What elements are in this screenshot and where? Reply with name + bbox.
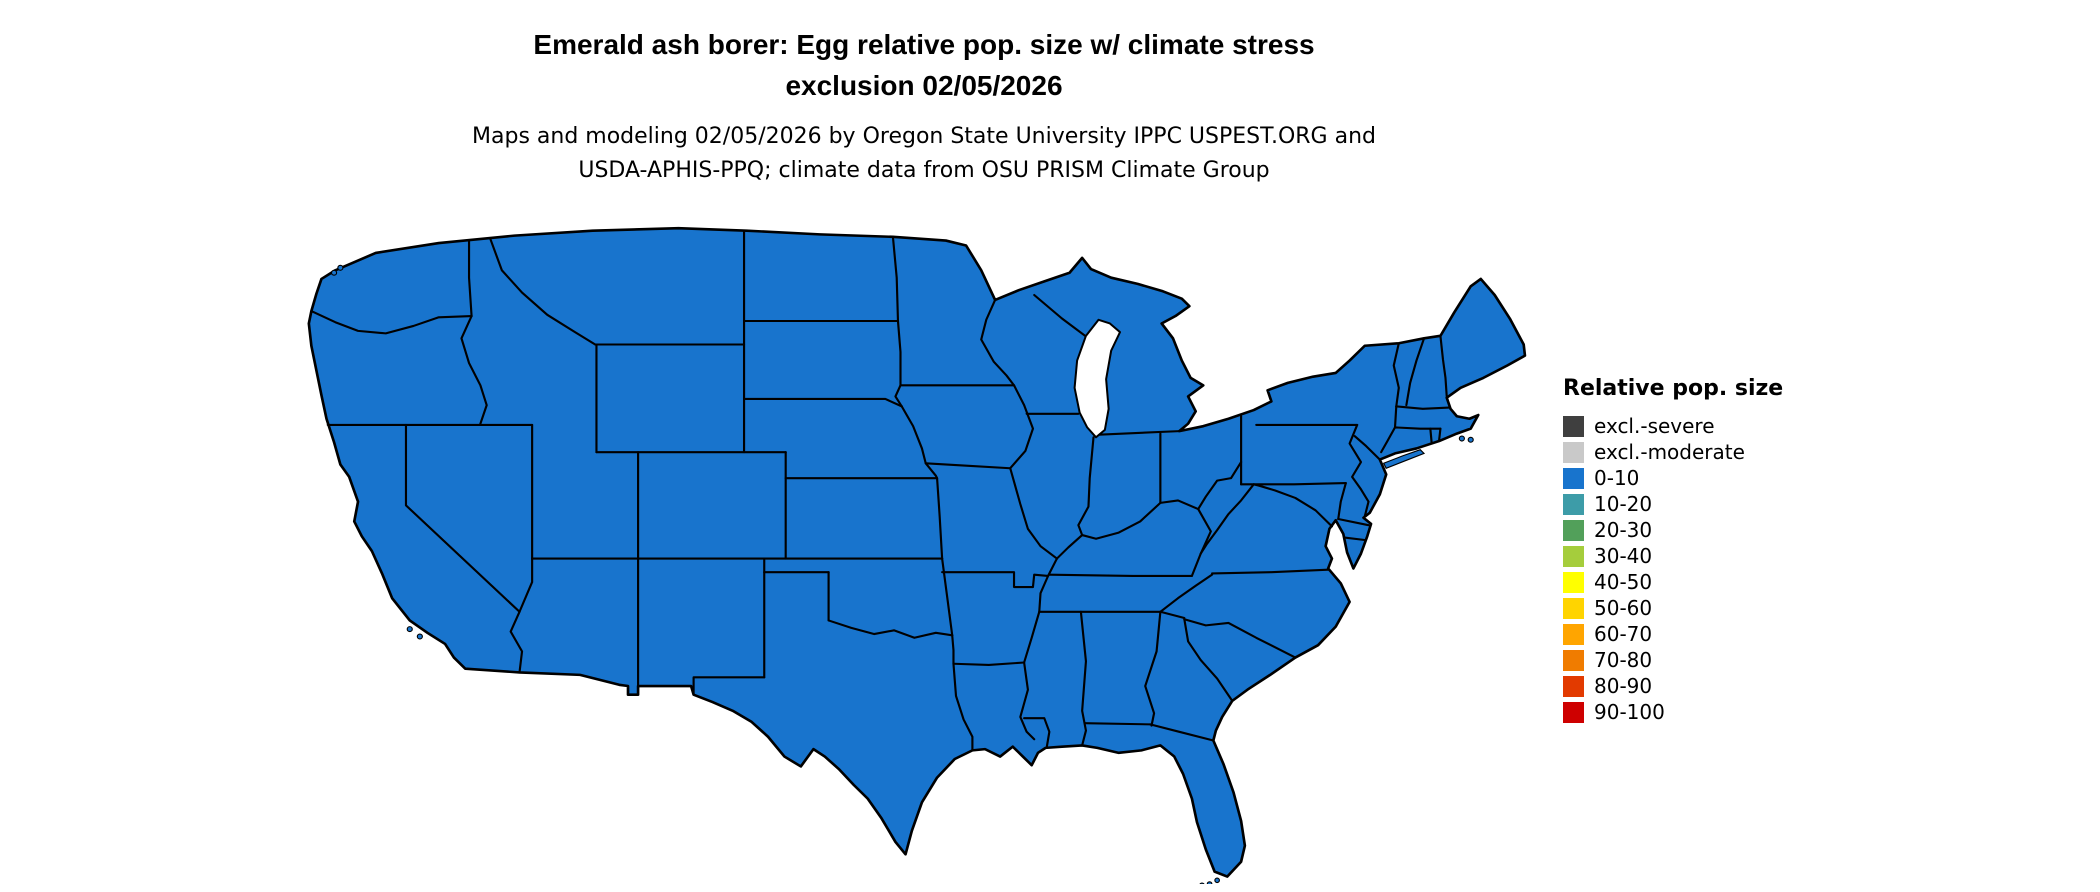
legend-item: excl.-severe	[1563, 413, 1843, 439]
coastal-islands	[330, 264, 1474, 884]
legend-color-swatch	[1563, 571, 1584, 593]
legend-item: 80-90	[1563, 673, 1843, 699]
legend-item-label: 10-20	[1594, 492, 1653, 516]
map-title-line-2: exclusion 02/05/2026	[785, 70, 1063, 101]
map-subtitle-line-1: Maps and modeling 02/05/2026 by Oregon S…	[472, 124, 1376, 149]
channel-island	[416, 633, 423, 640]
map-subtitle-line-2: USDA-APHIS-PPQ; climate data from OSU PR…	[578, 158, 1270, 183]
long-island	[1382, 449, 1426, 469]
san-juan-island	[337, 264, 344, 271]
legend-item: 50-60	[1563, 595, 1843, 621]
us-map	[300, 222, 1530, 884]
legend-item-label: excl.-moderate	[1594, 440, 1745, 464]
legend-item: 20-30	[1563, 517, 1843, 543]
legend-color-swatch	[1563, 415, 1584, 437]
florida-keys-island	[1214, 877, 1220, 884]
state-borders	[310, 230, 1451, 752]
legend-item-label: 90-100	[1594, 700, 1665, 724]
legend-item-label: 80-90	[1594, 674, 1653, 698]
map-title-line-1: Emerald ash borer: Egg relative pop. siz…	[533, 29, 1315, 60]
legend-items: excl.-severe excl.-moderate 0-10 10-20 20-30…	[1563, 413, 1843, 725]
legend-item-label: excl.-severe	[1594, 414, 1715, 438]
legend-item: 0-10	[1563, 465, 1843, 491]
us-map-svg	[307, 226, 1527, 884]
legend-color-swatch	[1563, 545, 1584, 567]
legend-color-swatch	[1563, 701, 1584, 723]
legend-color-swatch	[1563, 675, 1584, 697]
legend-item: 60-70	[1563, 621, 1843, 647]
legend-item: 40-50	[1563, 569, 1843, 595]
legend-color-swatch	[1563, 623, 1584, 645]
map-subtitle: Maps and modeling 02/05/2026 by Oregon S…	[0, 120, 1848, 188]
legend-color-swatch	[1563, 649, 1584, 671]
legend-item-label: 50-60	[1594, 596, 1653, 620]
legend-title: Relative pop. size	[1563, 376, 1784, 401]
us-outline	[307, 226, 1527, 878]
marthas-vineyard-island	[1458, 435, 1465, 442]
florida-keys-island	[1206, 881, 1213, 884]
legend-item: 70-80	[1563, 647, 1843, 673]
legend-item-label: 70-80	[1594, 648, 1653, 672]
nantucket-island	[1467, 436, 1474, 443]
legend-item-label: 0-10	[1594, 466, 1640, 490]
header: Emerald ash borer: Egg relative pop. siz…	[0, 24, 1848, 188]
legend-item: 90-100	[1563, 699, 1843, 725]
legend-color-swatch	[1563, 519, 1584, 541]
legend-item-label: 60-70	[1594, 622, 1653, 646]
legend-item-label: 20-30	[1594, 518, 1653, 542]
legend-item: 30-40	[1563, 543, 1843, 569]
san-juan-island	[330, 269, 338, 276]
channel-island	[406, 626, 413, 633]
legend-item: 10-20	[1563, 491, 1843, 517]
florida-keys-island	[1199, 882, 1205, 884]
us-landmass	[307, 226, 1527, 878]
legend-color-swatch	[1563, 493, 1584, 515]
legend-item-label: 30-40	[1594, 544, 1653, 568]
lake-michigan	[1073, 318, 1122, 439]
legend-item-label: 40-50	[1594, 570, 1653, 594]
legend: Relative pop. size excl.-severe excl.-mod…	[1563, 376, 1843, 725]
legend-item: excl.-moderate	[1563, 439, 1843, 465]
legend-color-swatch	[1563, 597, 1584, 619]
legend-color-swatch	[1563, 467, 1584, 489]
legend-color-swatch	[1563, 441, 1584, 463]
